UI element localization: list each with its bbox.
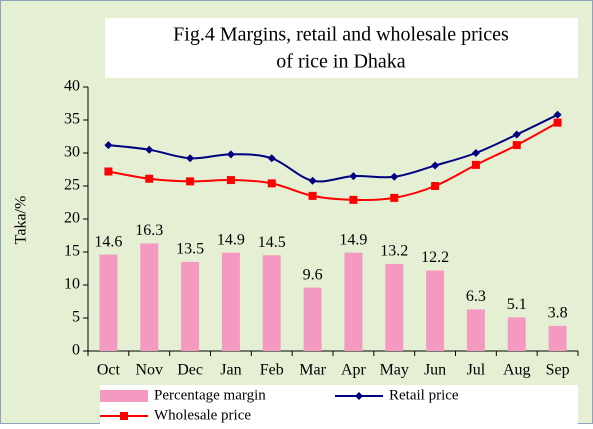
bar — [303, 287, 322, 351]
y-tick-label: 0 — [72, 342, 80, 359]
x-tick-label: Sep — [546, 362, 570, 379]
point — [186, 154, 195, 163]
data-label: 13.5 — [176, 241, 204, 258]
data-label: 12.2 — [421, 249, 449, 266]
data-label: 6.3 — [466, 288, 486, 305]
data-label: 9.6 — [303, 266, 323, 283]
bar — [181, 261, 200, 351]
point — [145, 174, 154, 183]
x-tick-label: Oct — [97, 362, 121, 379]
bar — [140, 243, 159, 351]
legend-box — [100, 385, 578, 424]
y-tick-label: 20 — [64, 210, 80, 227]
point — [512, 141, 521, 150]
bar — [99, 254, 118, 351]
point — [471, 160, 480, 169]
point — [390, 193, 399, 202]
x-tick-label: Feb — [260, 362, 284, 379]
x-tick-label: Apr — [341, 362, 367, 379]
point — [267, 179, 276, 188]
x-tick-label: Jun — [424, 362, 446, 379]
x-tick-label: Jul — [467, 362, 486, 379]
data-label: 14.9 — [217, 231, 245, 248]
legend-label: Wholesale price — [154, 407, 251, 423]
y-tick-label: 30 — [64, 144, 80, 161]
data-label: 13.2 — [380, 243, 408, 260]
bar — [344, 252, 363, 351]
point — [308, 176, 317, 185]
legend-label: Percentage margin — [154, 387, 266, 403]
y-tick-label: 10 — [64, 276, 80, 293]
bar — [385, 263, 404, 351]
bar — [426, 270, 445, 351]
y-tick-label: 35 — [64, 111, 80, 128]
x-tick-label: Nov — [135, 362, 163, 379]
point — [390, 172, 399, 181]
legend-swatch — [100, 390, 148, 402]
data-label: 14.5 — [258, 234, 286, 251]
y-tick-label: 25 — [64, 177, 80, 194]
data-label: 5.1 — [507, 296, 527, 313]
point — [267, 154, 276, 163]
point — [186, 177, 195, 186]
bar — [548, 325, 567, 351]
point — [349, 195, 358, 204]
point — [349, 172, 358, 181]
point — [431, 182, 440, 190]
data-label: 16.3 — [135, 222, 163, 239]
chart-title: Fig.4 Margins, retail and wholesale pric… — [173, 24, 509, 46]
x-tick-label: Dec — [177, 362, 203, 379]
legend-label: Retail price — [389, 387, 459, 403]
point — [308, 191, 317, 200]
data-label: 14.9 — [339, 231, 367, 248]
point — [104, 167, 113, 176]
bar — [466, 309, 485, 351]
data-label: 14.6 — [94, 233, 122, 250]
title-box — [105, 18, 578, 78]
point — [431, 161, 440, 170]
x-tick-label: Aug — [503, 362, 531, 379]
x-tick-label: Jan — [220, 362, 241, 379]
point — [512, 130, 521, 139]
y-tick-label: 15 — [64, 243, 80, 260]
x-tick-label: Mar — [299, 362, 326, 379]
point — [471, 149, 480, 157]
x-tick-label: May — [380, 362, 409, 379]
bar — [507, 317, 526, 351]
y-tick-label: 40 — [64, 78, 80, 95]
bar — [221, 252, 240, 351]
point — [145, 145, 154, 154]
chart-title: of rice in Dhaka — [276, 51, 406, 73]
legend-marker — [355, 392, 363, 400]
point — [226, 176, 235, 185]
point — [226, 150, 235, 159]
y-tick-label: 5 — [72, 309, 80, 326]
y-axis-label: Taka/% — [13, 196, 30, 245]
bar — [262, 255, 281, 351]
point — [553, 110, 562, 119]
point — [553, 118, 562, 127]
data-label: 3.8 — [548, 305, 568, 322]
point — [104, 141, 113, 150]
legend-marker — [120, 412, 128, 420]
